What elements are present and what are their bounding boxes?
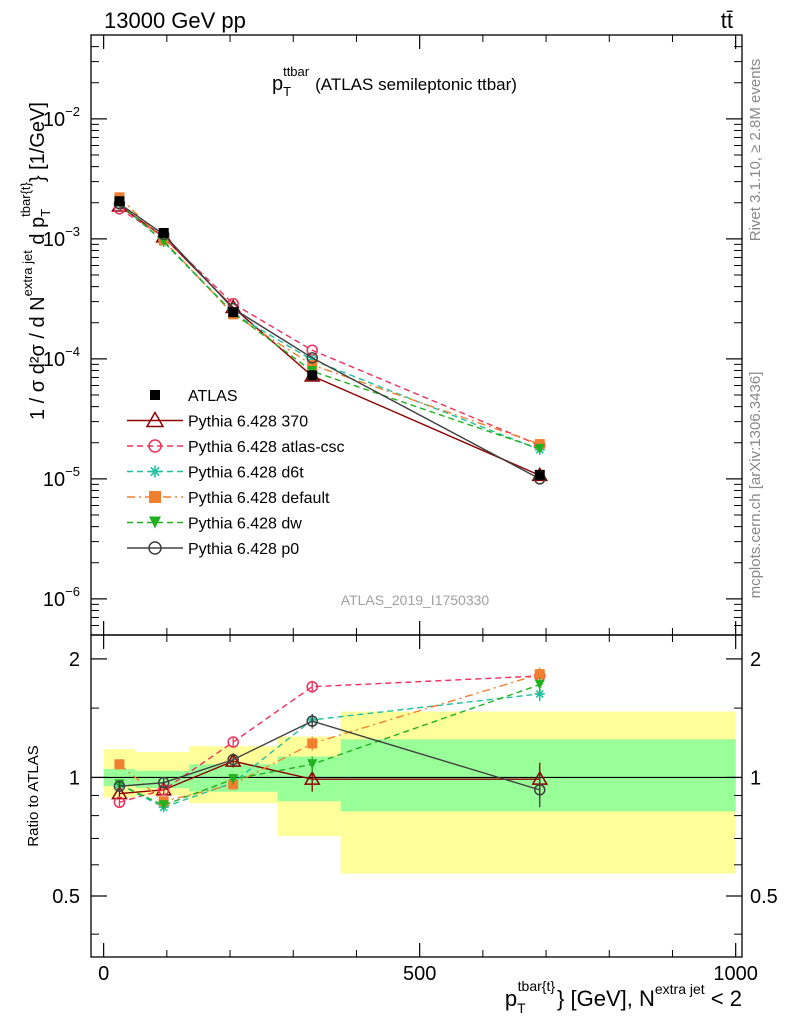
data-point: [228, 307, 239, 318]
series-point-main: [306, 352, 318, 364]
x-tick-label: 0: [98, 963, 109, 985]
series-point-ratio: [303, 770, 321, 785]
series-point-ratio: [227, 736, 239, 748]
axis-ticks: [91, 34, 742, 957]
series-point-ratio: [158, 800, 169, 811]
legend-marker: [149, 491, 161, 503]
x-axis-label: pTtbar{t}} [GeV], Nextra jet < 2: [505, 978, 742, 1016]
legend-label: Pythia 6.428 p0: [188, 541, 299, 558]
series-point-ratio: [228, 774, 239, 785]
data-point: [307, 370, 318, 381]
legend-label: Pythia 6.428 d6t: [188, 465, 304, 482]
series-point-ratio: [306, 715, 318, 727]
y-axis-label: 1 / σ d²σ / d Nextra jet d pTtbar{t}} [1…: [18, 102, 53, 420]
ratio-plot-frame: [90, 634, 743, 958]
svg-text:1 / σ d²σ / d Nextra jet d pTt: 1 / σ d²σ / d Nextra jet d pTtbar{t}} [1…: [18, 102, 53, 420]
ratio-tick-label-left: 0.5: [52, 886, 80, 908]
ratio-bands: [91, 711, 742, 874]
legend: ATLAS Pythia 6.428 370 Pythia 6.428 atlas-…: [127, 388, 345, 558]
legend-label: Pythia 6.428 atlas-csc: [188, 439, 345, 456]
series-point-main: [534, 443, 545, 454]
y-tick-label: 10−6: [43, 584, 80, 611]
legend-marker: [148, 439, 162, 453]
data-point: [158, 227, 169, 238]
y-tick-label: 10−4: [43, 344, 80, 371]
series-line-main: [119, 205, 541, 476]
rivet-label: Rivet 3.1.10, ≥ 2.8M events: [747, 59, 764, 242]
legend-marker: [149, 516, 161, 529]
legend-label: Pythia 6.428 dw: [188, 516, 302, 533]
series-point-ratio: [306, 680, 318, 693]
analysis-id: ATLAS_2019_I1750330: [341, 592, 490, 608]
y-tick-label: 10−3: [43, 224, 80, 251]
ratio-tick-label-left: 1: [69, 767, 80, 789]
plot-title: pTttbar(ATLAS semileptonic ttbar): [272, 64, 517, 99]
series-point-ratio: [534, 679, 545, 690]
series-point-main: [307, 359, 318, 370]
series-point-ratio: [113, 780, 126, 792]
series-line-main: [118, 203, 541, 451]
series-point-ratio: [307, 759, 318, 770]
legend-label: Pythia 6.428 370: [188, 414, 308, 431]
ratio-tick-label-right: 1: [750, 767, 761, 789]
legend-marker: [145, 410, 165, 428]
ratio-tick-label-left: 2: [69, 649, 80, 671]
mcplots-label: mcplots.cern.ch [arXiv:1306.3436]: [747, 372, 764, 599]
x-tick-label: 1000: [713, 963, 758, 985]
series-line-main: [118, 196, 540, 445]
data-point: [534, 469, 545, 480]
series-point-ratio: [114, 759, 125, 770]
legend-label: Pythia 6.428 default: [188, 490, 330, 507]
series-point-ratio: [534, 669, 545, 680]
star-stroke: [535, 689, 544, 698]
ratio-tick-label-right: 2: [750, 649, 761, 671]
series-point-ratio: [227, 753, 239, 766]
header-left: 13000 GeV pp: [104, 8, 246, 33]
series-line-main: [119, 208, 541, 447]
star-stroke: [150, 466, 160, 477]
series-line-main: [119, 203, 541, 480]
ratio-tick-label-right: 0.5: [750, 886, 778, 908]
series-point-ratio: [533, 784, 546, 796]
y-tick-label: 10−5: [43, 464, 80, 491]
series-point-ratio: [307, 738, 318, 749]
legend-marker: [149, 465, 161, 478]
series-line-main: [118, 203, 540, 450]
ratio-y-axis-label: Ratio to ATLAS: [25, 745, 42, 846]
x-tick-label: 500: [403, 963, 436, 985]
header-right: tt̄: [721, 8, 733, 33]
series-point-ratio: [113, 796, 126, 809]
main-series: [111, 192, 549, 485]
legend-marker: [148, 541, 162, 555]
axis-tick-labels: 0 500 1000 10−6 10−5 10−4 10−3 10−2 0.5 0.5 1 1 2 2: [43, 104, 778, 985]
series-point-ratio: [157, 776, 170, 789]
legend-label: ATLAS: [188, 388, 238, 405]
y-tick-label: 10−2: [43, 104, 80, 131]
data-point: [114, 196, 125, 207]
ratio-series: [111, 667, 549, 813]
legend-marker: [150, 390, 160, 400]
